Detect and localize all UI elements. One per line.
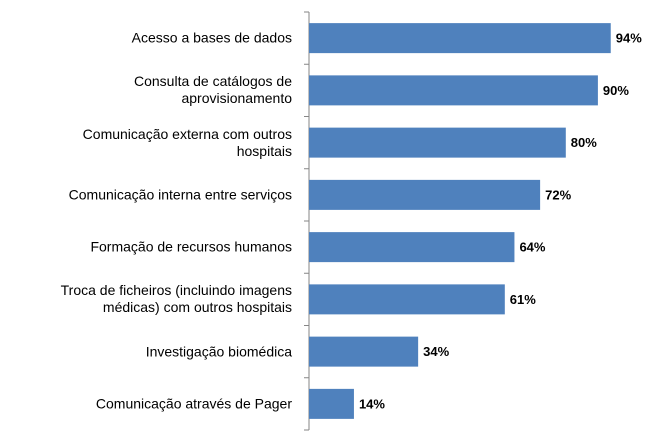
category-label: Troca de ficheiros (incluindo imagens mé… bbox=[60, 282, 292, 316]
bar bbox=[309, 179, 541, 210]
value-label: 72% bbox=[545, 187, 571, 202]
bar bbox=[309, 75, 598, 106]
value-label: 34% bbox=[423, 344, 449, 359]
category-label: Acesso a bases de dados bbox=[131, 29, 292, 46]
bar bbox=[309, 388, 354, 419]
category-label: Comunicação externa com outros hospitais bbox=[82, 125, 292, 159]
value-label: 14% bbox=[359, 396, 385, 411]
category-label: Investigação biomédica bbox=[145, 343, 292, 360]
bar bbox=[309, 336, 419, 367]
category-label: Consulta de catálogos de aprovisionament… bbox=[134, 73, 292, 107]
category-label: Comunicação interna entre serviços bbox=[68, 186, 292, 203]
bar bbox=[309, 232, 515, 263]
bar bbox=[309, 127, 566, 158]
value-label: 90% bbox=[603, 83, 629, 98]
value-label: 80% bbox=[571, 135, 597, 150]
value-label: 61% bbox=[510, 292, 536, 307]
value-label: 64% bbox=[519, 240, 545, 255]
category-label: Comunicação através de Pager bbox=[95, 395, 292, 412]
bar bbox=[309, 23, 611, 54]
category-label: Formação de recursos humanos bbox=[90, 238, 292, 255]
value-label: 94% bbox=[616, 31, 642, 46]
bar bbox=[309, 284, 505, 315]
